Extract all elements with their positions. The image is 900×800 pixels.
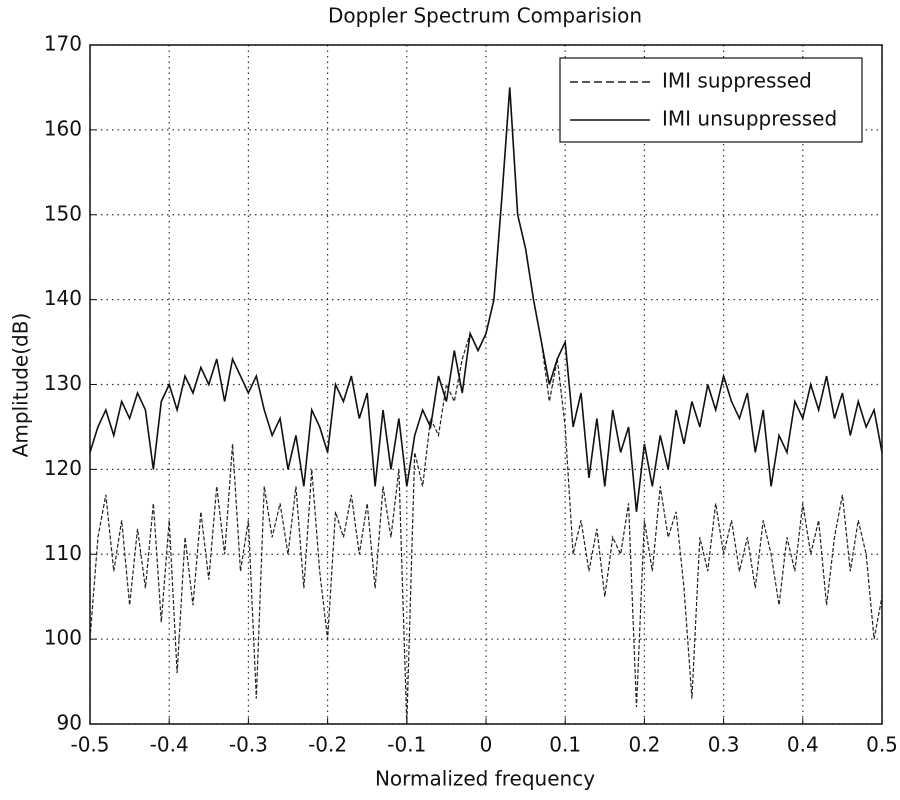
legend-box: [559, 57, 863, 143]
x-tick-label: 0.2: [628, 733, 660, 757]
legend-label: IMI unsuppressed: [662, 107, 837, 131]
plot-frame: [89, 44, 883, 725]
y-tick-label: 90: [57, 711, 82, 735]
series-line: [89, 87, 883, 512]
y-tick-label: 150: [44, 201, 82, 225]
series-line: [89, 87, 883, 725]
y-tick-label: 130: [44, 371, 82, 395]
x-tick-label: 0.1: [549, 733, 581, 757]
x-axis-label: Normalized frequency: [375, 767, 595, 791]
y-tick-label: 100: [44, 626, 82, 650]
x-tick-label: -0.3: [229, 733, 268, 757]
y-tick-label: 170: [44, 32, 82, 56]
legend-label: IMI suppressed: [662, 69, 812, 93]
x-tick-label: -0.1: [387, 733, 426, 757]
y-tick-label: 160: [44, 116, 82, 140]
y-tick-label: 110: [44, 541, 82, 565]
x-tick-label: -0.5: [70, 733, 109, 757]
y-tick-label: 140: [44, 286, 82, 310]
y-axis-label: Amplitude(dB): [9, 313, 33, 458]
x-tick-label: 0.4: [787, 733, 819, 757]
x-tick-label: 0.5: [866, 733, 898, 757]
x-tick-label: -0.2: [308, 733, 347, 757]
x-tick-label: -0.4: [150, 733, 189, 757]
chart-title: Doppler Spectrum Comparision: [328, 4, 642, 28]
x-tick-label: 0.3: [708, 733, 740, 757]
x-tick-label: 0: [480, 733, 493, 757]
y-tick-label: 120: [44, 456, 82, 480]
